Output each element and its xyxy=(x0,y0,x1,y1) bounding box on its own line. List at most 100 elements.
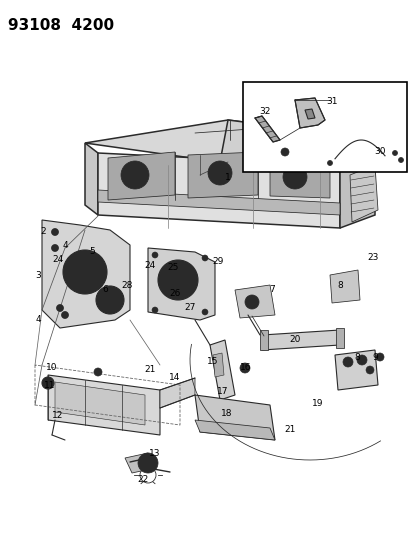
Polygon shape xyxy=(195,420,274,440)
Text: 17: 17 xyxy=(217,387,228,397)
Text: 24: 24 xyxy=(144,261,155,270)
Text: 22: 22 xyxy=(137,475,148,484)
Text: 10: 10 xyxy=(46,364,57,373)
Circle shape xyxy=(280,148,288,156)
Polygon shape xyxy=(335,328,343,348)
Polygon shape xyxy=(108,152,175,200)
Circle shape xyxy=(79,266,91,278)
Circle shape xyxy=(62,311,68,319)
Circle shape xyxy=(398,157,403,163)
Text: 15: 15 xyxy=(207,358,218,367)
Circle shape xyxy=(51,245,58,252)
Text: 20: 20 xyxy=(289,335,300,344)
Polygon shape xyxy=(235,285,274,318)
Text: 18: 18 xyxy=(221,408,232,417)
Circle shape xyxy=(217,171,222,175)
Polygon shape xyxy=(254,116,279,142)
Polygon shape xyxy=(55,382,145,425)
Text: 14: 14 xyxy=(169,374,180,383)
Polygon shape xyxy=(209,340,235,400)
Circle shape xyxy=(244,295,259,309)
Circle shape xyxy=(173,275,183,285)
Text: 32: 32 xyxy=(259,108,270,117)
Circle shape xyxy=(72,259,98,285)
Circle shape xyxy=(202,255,207,261)
Polygon shape xyxy=(42,220,130,328)
Circle shape xyxy=(103,293,117,307)
Polygon shape xyxy=(259,330,267,350)
Circle shape xyxy=(128,168,142,182)
Circle shape xyxy=(327,160,332,166)
Circle shape xyxy=(288,171,300,183)
Circle shape xyxy=(51,229,58,236)
Circle shape xyxy=(142,458,153,468)
Circle shape xyxy=(132,172,138,178)
Circle shape xyxy=(202,309,207,315)
Polygon shape xyxy=(212,353,223,377)
Circle shape xyxy=(282,165,306,189)
Text: 4: 4 xyxy=(35,316,41,325)
Circle shape xyxy=(214,167,225,179)
Circle shape xyxy=(240,363,249,373)
Text: 11: 11 xyxy=(44,381,56,390)
Polygon shape xyxy=(334,350,377,390)
Text: 31: 31 xyxy=(325,96,337,106)
Polygon shape xyxy=(159,378,195,408)
Polygon shape xyxy=(85,143,98,215)
Polygon shape xyxy=(48,375,159,435)
Circle shape xyxy=(375,353,383,361)
Circle shape xyxy=(96,286,124,314)
Circle shape xyxy=(121,161,149,189)
Text: 28: 28 xyxy=(121,280,133,289)
Text: 12: 12 xyxy=(52,411,64,421)
Polygon shape xyxy=(339,152,374,228)
Polygon shape xyxy=(98,190,339,215)
Circle shape xyxy=(94,368,102,376)
Text: 9: 9 xyxy=(371,353,377,362)
Text: 8: 8 xyxy=(353,353,359,362)
Polygon shape xyxy=(269,157,329,198)
Text: 21: 21 xyxy=(284,425,295,434)
Text: 1: 1 xyxy=(225,173,230,182)
Circle shape xyxy=(152,307,158,313)
Text: 6: 6 xyxy=(102,286,108,295)
Text: 4: 4 xyxy=(62,240,68,249)
Polygon shape xyxy=(304,109,314,119)
Text: 26: 26 xyxy=(169,288,180,297)
Circle shape xyxy=(365,366,373,374)
Circle shape xyxy=(138,453,158,473)
Text: 25: 25 xyxy=(167,262,178,271)
Text: 30: 30 xyxy=(373,148,385,157)
Circle shape xyxy=(107,297,113,303)
Text: 7: 7 xyxy=(268,286,274,295)
Text: 29: 29 xyxy=(212,256,223,265)
Text: 8: 8 xyxy=(336,280,342,289)
Text: 23: 23 xyxy=(366,254,378,262)
Text: 2: 2 xyxy=(40,227,46,236)
Polygon shape xyxy=(329,270,359,303)
Polygon shape xyxy=(261,330,339,350)
Circle shape xyxy=(356,355,366,365)
Polygon shape xyxy=(147,248,214,320)
Polygon shape xyxy=(349,165,377,222)
Text: 3: 3 xyxy=(35,271,41,279)
Circle shape xyxy=(152,252,158,258)
Circle shape xyxy=(56,304,63,311)
Circle shape xyxy=(158,260,197,300)
Text: 19: 19 xyxy=(311,399,323,408)
Circle shape xyxy=(166,269,189,291)
Circle shape xyxy=(207,161,231,185)
Text: 24: 24 xyxy=(52,255,64,264)
Polygon shape xyxy=(219,120,374,165)
Text: 13: 13 xyxy=(149,449,160,458)
Text: 21: 21 xyxy=(144,366,155,375)
Circle shape xyxy=(42,377,54,389)
Circle shape xyxy=(63,250,107,294)
Polygon shape xyxy=(294,98,324,128)
Text: 5: 5 xyxy=(89,247,95,256)
Text: 27: 27 xyxy=(184,303,195,311)
Text: 93108  4200: 93108 4200 xyxy=(8,18,114,33)
Bar xyxy=(242,82,406,172)
Circle shape xyxy=(342,357,352,367)
Polygon shape xyxy=(195,395,274,440)
